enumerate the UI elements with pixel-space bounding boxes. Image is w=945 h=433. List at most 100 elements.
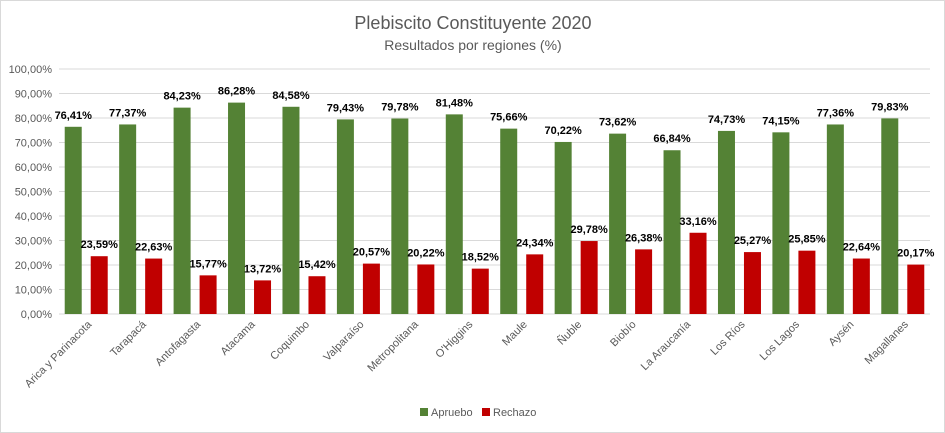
- bars: [64, 102, 925, 315]
- data-label-apruebo: 66,84%: [653, 133, 691, 145]
- bar-apruebo-los-lagos[interactable]: [772, 132, 790, 314]
- bar-rechazo-o-higgins[interactable]: [471, 268, 489, 314]
- bar-apruebo-coquimbo[interactable]: [282, 106, 300, 315]
- data-label-rechazo: 22,64%: [843, 242, 881, 254]
- data-label-rechazo: 20,57%: [353, 247, 391, 259]
- x-category-label: Biobío: [608, 319, 639, 350]
- legend-swatch-rechazo: [482, 408, 490, 416]
- bar-rechazo-arica-y-parinacota[interactable]: [90, 256, 108, 314]
- y-tick-label: 50,00%: [15, 187, 53, 199]
- bar-apruebo-tarapaca[interactable]: [119, 124, 137, 314]
- data-label-rechazo: 20,17%: [897, 248, 935, 260]
- bar-rechazo-tarapaca[interactable]: [145, 258, 163, 314]
- y-tick-label: 30,00%: [15, 236, 53, 248]
- x-category-label: La Araucanía: [639, 318, 694, 373]
- bar-rechazo-coquimbo[interactable]: [308, 276, 326, 314]
- bar-rechazo-atacama[interactable]: [254, 280, 272, 314]
- y-axis-ticks: 0,00% 10,00% 20,00% 30,00% 40,00% 50,00% 60,00…: [9, 64, 53, 321]
- data-label-apruebo: 81,48%: [436, 97, 474, 109]
- data-label-rechazo: 24,34%: [516, 237, 554, 249]
- data-labels: 76,41% 23,59% 77,37% 22,63% 84,23% 15,77% 86,2…: [55, 86, 935, 276]
- bar-apruebo-atacama[interactable]: [228, 102, 246, 314]
- x-category-label: Atacama: [218, 318, 258, 358]
- bar-apruebo-aysen[interactable]: [826, 124, 844, 314]
- bar-rechazo-los-lagos[interactable]: [798, 250, 816, 314]
- bar-rechazo-aysen[interactable]: [852, 258, 870, 314]
- data-label-apruebo: 74,15%: [762, 115, 800, 127]
- data-label-apruebo: 86,28%: [218, 86, 256, 98]
- bar-rechazo-magallanes[interactable]: [907, 264, 925, 314]
- data-label-rechazo: 20,22%: [407, 247, 445, 259]
- y-tick-label: 90,00%: [15, 89, 53, 101]
- x-category-label: Maule: [500, 319, 530, 349]
- bar-apruebo-metropolitana[interactable]: [391, 118, 409, 314]
- data-label-apruebo: 79,83%: [871, 101, 909, 113]
- bar-rechazo-metropolitana[interactable]: [417, 264, 435, 314]
- bar-apruebo-nuble[interactable]: [554, 141, 572, 314]
- bar-apruebo-o-higgins[interactable]: [445, 114, 463, 315]
- x-category-label: Ñuble: [555, 318, 585, 348]
- data-label-rechazo: 25,27%: [734, 235, 772, 247]
- data-label-apruebo: 74,73%: [708, 114, 746, 126]
- y-tick-label: 80,00%: [15, 113, 53, 125]
- data-label-rechazo: 15,42%: [298, 259, 336, 271]
- x-category-label: Coquimbo: [268, 319, 312, 363]
- data-label-apruebo: 84,58%: [272, 90, 310, 102]
- y-tick-label: 20,00%: [15, 260, 53, 272]
- data-label-apruebo: 77,36%: [817, 107, 855, 119]
- bar-apruebo-valparaiso[interactable]: [336, 119, 354, 314]
- data-label-apruebo: 84,23%: [163, 91, 201, 103]
- bar-rechazo-antofagasta[interactable]: [199, 275, 217, 314]
- data-label-rechazo: 23,59%: [81, 239, 119, 251]
- x-category-label: O'Higgins: [433, 318, 475, 360]
- bar-rechazo-biobio[interactable]: [635, 249, 653, 314]
- bar-rechazo-valparaiso[interactable]: [362, 263, 380, 314]
- x-category-label: Tarapacá: [108, 318, 149, 359]
- data-label-apruebo: 76,41%: [55, 110, 93, 122]
- data-label-rechazo: 22,63%: [135, 242, 173, 254]
- legend[interactable]: Apruebo Rechazo: [420, 407, 536, 419]
- bar-apruebo-los-rios[interactable]: [717, 130, 735, 314]
- x-category-label: Valparaíso: [321, 319, 366, 364]
- x-category-label: Arica y Parinacota: [23, 318, 95, 390]
- y-tick-label: 60,00%: [15, 162, 53, 174]
- data-label-rechazo: 13,72%: [244, 263, 282, 275]
- bar-apruebo-antofagasta[interactable]: [173, 107, 191, 314]
- y-tick-label: 100,00%: [9, 64, 53, 76]
- y-tick-label: 40,00%: [15, 211, 53, 223]
- bar-rechazo-la-araucania[interactable]: [689, 232, 707, 314]
- data-label-apruebo: 73,62%: [599, 117, 637, 129]
- chart-title: Plebiscito Constituyente 2020: [354, 13, 591, 33]
- data-label-apruebo: 79,43%: [327, 102, 365, 114]
- data-label-apruebo: 79,78%: [381, 102, 419, 114]
- data-label-apruebo: 70,22%: [545, 125, 583, 137]
- y-tick-label: 70,00%: [15, 138, 53, 150]
- y-tick-label: 0,00%: [21, 309, 52, 321]
- data-label-rechazo: 18,52%: [462, 252, 500, 264]
- bar-rechazo-maule[interactable]: [526, 254, 544, 314]
- x-category-label: Aysén: [827, 319, 857, 349]
- bar-rechazo-los-rios[interactable]: [743, 252, 761, 314]
- legend-label-rechazo: Rechazo: [493, 407, 536, 419]
- bar-apruebo-magallanes[interactable]: [881, 118, 899, 314]
- data-label-apruebo: 75,66%: [490, 112, 528, 124]
- legend-swatch-apruebo: [420, 408, 428, 416]
- data-label-rechazo: 29,78%: [571, 224, 609, 236]
- y-tick-label: 10,00%: [15, 285, 53, 297]
- x-category-label: Metropolitana: [365, 318, 421, 374]
- data-label-rechazo: 25,85%: [788, 234, 826, 246]
- x-category-label: Antofagasta: [153, 318, 204, 369]
- chart-subtitle: Resultados por regiones (%): [384, 37, 561, 53]
- bar-apruebo-biobio[interactable]: [609, 133, 627, 314]
- bar-rechazo-nuble[interactable]: [580, 241, 598, 314]
- bar-apruebo-la-araucania[interactable]: [663, 150, 681, 314]
- bar-apruebo-maule[interactable]: [500, 128, 518, 314]
- data-label-rechazo: 33,16%: [679, 216, 717, 228]
- data-label-rechazo: 26,38%: [625, 232, 663, 244]
- x-category-label: Los Ríos: [708, 318, 748, 358]
- bar-apruebo-arica-y-parinacota[interactable]: [64, 126, 82, 314]
- x-category-label: Los Lagos: [758, 318, 803, 363]
- legend-label-apruebo: Apruebo: [431, 407, 473, 419]
